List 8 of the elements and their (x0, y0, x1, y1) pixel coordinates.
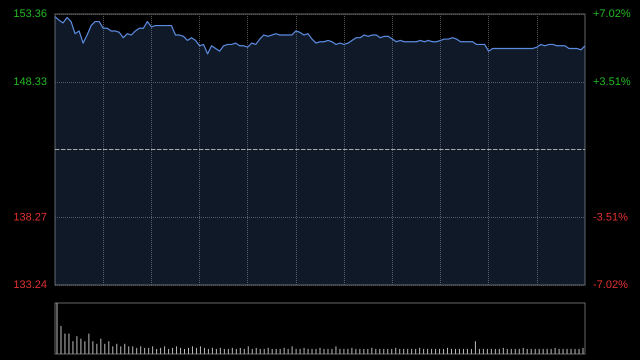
y2-tick-label: -3.51% (593, 211, 628, 224)
y2-tick-label: -7.02% (593, 279, 628, 291)
y2-tick-label: +7.02% (593, 8, 631, 20)
y-tick-label: 138.27 (13, 211, 47, 224)
y-tick-label: 148.33 (13, 76, 47, 88)
y2-tick-label: +3.51% (593, 76, 631, 88)
y-tick-label: 133.24 (13, 279, 47, 291)
y-tick-label: 153.36 (13, 8, 47, 20)
